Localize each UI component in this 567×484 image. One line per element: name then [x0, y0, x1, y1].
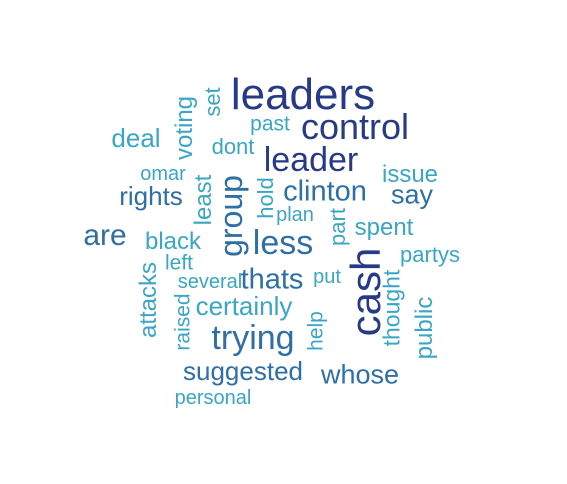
word-deal: deal — [111, 123, 161, 153]
word-public: public — [411, 296, 438, 360]
word-voting: voting — [171, 95, 198, 161]
word-less: less — [252, 224, 314, 262]
word-trying: trying — [211, 319, 295, 357]
word-black: black — [144, 228, 202, 255]
word-are: are — [83, 219, 127, 252]
word-group: group — [213, 175, 249, 257]
word-left: left — [164, 251, 194, 275]
word-say: say — [390, 179, 434, 210]
word-help: help — [304, 311, 328, 351]
word-issue: issue — [381, 161, 439, 188]
word-thought: thought — [378, 269, 405, 347]
word-plan: plan — [276, 204, 314, 226]
word-personal: personal — [174, 387, 252, 409]
word-hold: hold — [253, 177, 278, 219]
word-spent: spent — [354, 214, 414, 241]
word-leaders: leaders — [230, 70, 376, 119]
word-control: control — [300, 106, 410, 147]
word-attacks: attacks — [135, 261, 162, 339]
word-rights: rights — [119, 181, 183, 211]
word-several: several — [177, 271, 243, 293]
word-omar: omar — [140, 163, 186, 185]
word-partys: partys — [400, 242, 460, 267]
word-set: set — [200, 87, 225, 117]
word-past: past — [250, 112, 290, 136]
word-whose: whose — [320, 359, 400, 390]
word-dont: dont — [211, 134, 255, 159]
word-suggested: suggested — [183, 356, 303, 386]
word-clinton: clinton — [283, 175, 367, 208]
word-put: put — [313, 266, 341, 288]
word-part: part — [325, 208, 350, 246]
word-leader: leader — [263, 141, 359, 179]
word-thats: thats — [240, 263, 304, 296]
word-raised: raised — [171, 293, 195, 351]
word-certainly: certainly — [195, 291, 293, 321]
word-least: least — [190, 174, 217, 226]
